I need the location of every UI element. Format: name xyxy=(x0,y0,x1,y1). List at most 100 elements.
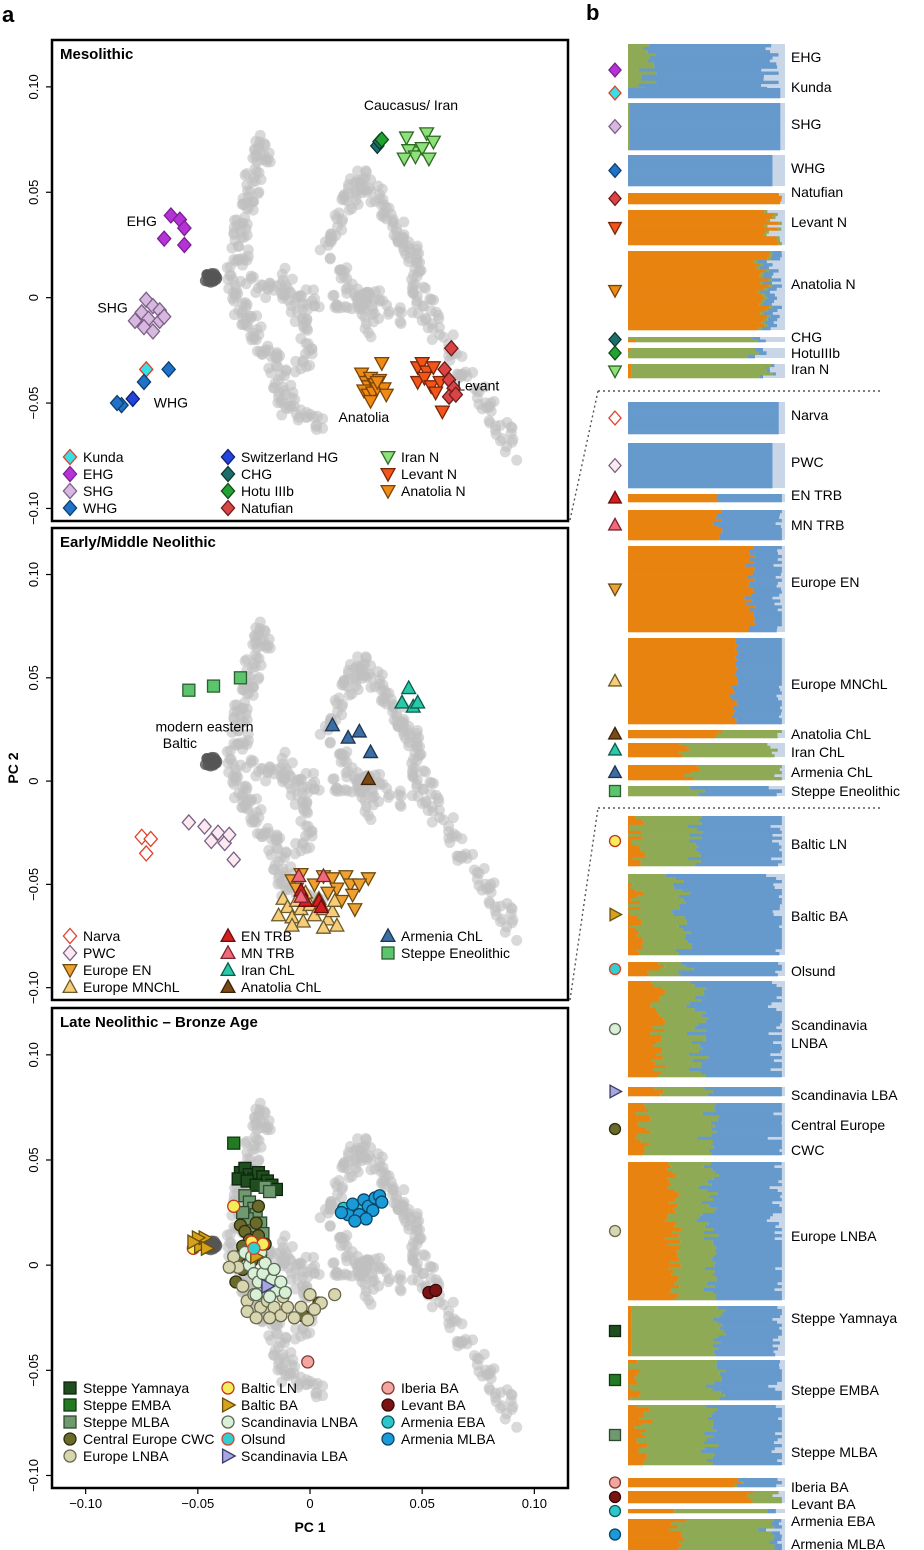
admix-segment-orange xyxy=(628,1285,680,1289)
y-tick-label: 0.05 xyxy=(26,665,41,690)
reference-point xyxy=(339,679,351,691)
admix-label-pwc: PWC xyxy=(791,454,824,470)
admix-segment-blue xyxy=(736,721,782,725)
admix-segment-green xyxy=(640,863,695,867)
admix-marker-europe-mnchl xyxy=(607,673,623,687)
reference-point xyxy=(301,406,313,418)
admix-segment-blue xyxy=(691,943,782,947)
admix-segment-blue xyxy=(754,569,782,573)
admix-segment-orange xyxy=(628,1478,739,1482)
admix-segment-green xyxy=(642,836,702,840)
admix-segment-blue xyxy=(744,1481,782,1485)
admix-segment-blue xyxy=(712,1426,782,1430)
admix-segment-blue xyxy=(716,1366,780,1370)
reference-point xyxy=(232,240,244,252)
admix-segment-orange xyxy=(628,934,638,938)
admix-segment-orange xyxy=(628,611,754,615)
admix-segment-blue xyxy=(737,703,782,707)
admix-segment-orange xyxy=(628,1393,640,1398)
admix-segment-blue xyxy=(758,351,767,355)
admix-segment-blue xyxy=(763,263,773,267)
admix-segment-blue xyxy=(717,1360,780,1364)
admix-marker-hotuiiib xyxy=(608,345,622,361)
admix-segment-orange xyxy=(628,730,723,733)
reference-point xyxy=(377,693,389,705)
admix-segment-orange xyxy=(628,195,782,199)
admix-segment-blue xyxy=(736,664,782,668)
reference-point xyxy=(507,914,519,926)
admix-segment-orange xyxy=(628,629,749,633)
admix-segment-green xyxy=(639,1393,725,1398)
admix-segment-blue xyxy=(650,56,773,60)
reference-point xyxy=(245,273,257,285)
admix-segment-orange xyxy=(628,537,720,541)
reference-point xyxy=(460,848,472,860)
annotation: Anatolia xyxy=(339,409,390,425)
admix-marker-iran-n xyxy=(607,365,623,379)
admix-segment-green xyxy=(640,1390,721,1395)
admix-segment-green xyxy=(671,1183,712,1187)
admix-label-scandinavia-lba: Scandinavia LBA xyxy=(791,1087,898,1103)
admix-segment-green xyxy=(676,1222,709,1226)
admix-segment-green xyxy=(628,65,655,69)
point-europe-lnba xyxy=(240,1304,254,1319)
admix-segment-orange xyxy=(628,1231,672,1235)
admix-segment-blue xyxy=(706,1029,782,1033)
admix-segment-blue xyxy=(713,1198,782,1202)
admix-segment-blue xyxy=(755,348,763,352)
admix-segment-green xyxy=(747,1494,773,1498)
admix-segment-blue xyxy=(714,1145,782,1150)
reference-point xyxy=(336,216,348,228)
admix-segment-orange xyxy=(628,290,758,294)
admix-segment-blue xyxy=(674,886,775,890)
admix-segment-blue xyxy=(746,602,775,606)
reference-point xyxy=(456,833,468,845)
admix-segment-blue xyxy=(700,1450,772,1454)
admix-segment-blue xyxy=(698,818,782,823)
reference-point xyxy=(412,741,424,753)
admix-segment-green xyxy=(639,952,679,956)
reference-point xyxy=(394,1283,406,1295)
admix-segment-green xyxy=(763,233,767,237)
admix-segment-blue xyxy=(628,402,779,406)
admix-segment-blue xyxy=(705,1038,782,1042)
admix-segment-orange xyxy=(628,652,738,657)
admix-segment-blue xyxy=(772,284,782,288)
admix-segment-orange xyxy=(628,314,768,319)
admix-segment-green xyxy=(631,1306,718,1310)
y-tick-label: −0.10 xyxy=(26,1459,41,1492)
admix-segment-blue xyxy=(628,176,773,181)
admix-segment-blue xyxy=(719,1396,782,1401)
admix-segment-blue xyxy=(679,904,780,908)
admix-segment-green xyxy=(628,135,630,139)
admix-segment-orange xyxy=(628,1534,682,1538)
admix-segment-orange xyxy=(628,883,633,887)
admix-segment-blue xyxy=(628,431,779,435)
reference-point xyxy=(271,835,283,847)
admix-segment-green xyxy=(659,996,695,1000)
admix-segment-green xyxy=(680,1264,715,1268)
legend-marker-steppe-emba xyxy=(63,1398,77,1412)
admix-segment-blue xyxy=(698,845,782,849)
admix-segment-blue xyxy=(628,161,773,165)
admix-segment-green xyxy=(769,305,773,310)
legend-label-whg: WHG xyxy=(83,500,117,516)
admix-segment-green xyxy=(632,883,673,887)
reference-point xyxy=(416,798,428,810)
admix-segment-orange xyxy=(628,1414,644,1418)
point-pwc xyxy=(181,813,197,831)
reference-point xyxy=(427,322,439,334)
reference-point xyxy=(340,283,352,295)
admix-segment-orange xyxy=(628,1198,676,1202)
admix-segment-blue xyxy=(689,1002,772,1006)
admix-segment-blue xyxy=(713,1350,774,1354)
admix-segment-green xyxy=(697,765,782,769)
admix-segment-blue xyxy=(712,1255,782,1259)
reference-point xyxy=(387,221,399,233)
admix-segment-green xyxy=(766,218,771,222)
admix-segment-blue xyxy=(772,372,776,376)
admix-segment-green xyxy=(678,751,772,755)
reference-point xyxy=(260,292,272,304)
admix-segment-orange xyxy=(628,499,719,503)
reference-point xyxy=(444,837,456,849)
